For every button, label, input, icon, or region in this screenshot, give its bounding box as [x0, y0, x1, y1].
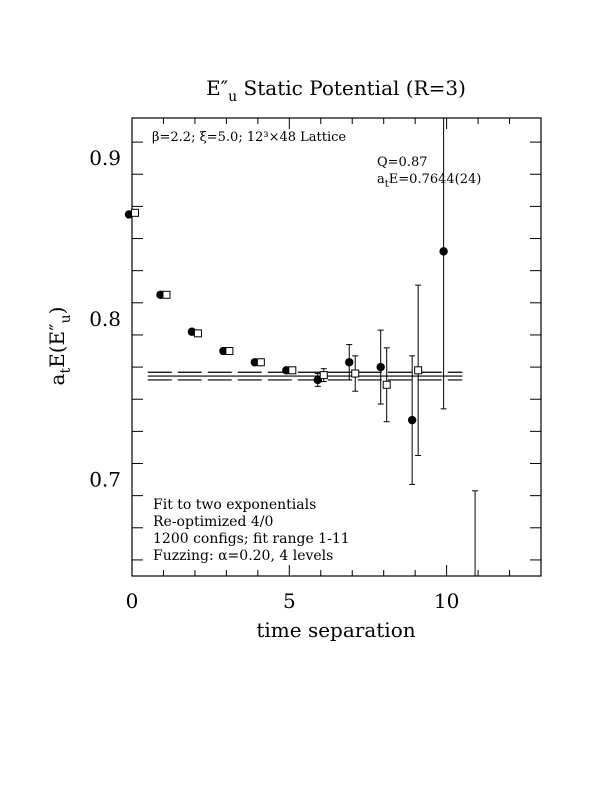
data-point-square: [414, 366, 423, 375]
info-line: Fuzzing: α=0.20, 4 levels: [153, 548, 333, 564]
x-tick-label: 5: [283, 589, 296, 613]
data-point-square: [288, 366, 297, 375]
info-line: 1200 configs; fit range 1-11: [153, 531, 350, 547]
y-tick-label: 0.8: [89, 307, 121, 331]
y-tick-label: 0.7: [89, 468, 121, 492]
y-axis-label: atE(E″u): [45, 307, 74, 386]
axis-ticks: [131, 118, 542, 576]
data-point-square: [162, 290, 171, 299]
tick-labels: 0 5 10 0.7 0.8 0.9: [89, 146, 459, 613]
x-tick-label: 10: [434, 589, 459, 613]
data-point-square: [382, 380, 391, 389]
data-point-circle: [376, 362, 385, 372]
fit-energy-annotation: atE=0.7644(24): [377, 172, 481, 190]
data-point-square: [319, 371, 328, 380]
data-point-square: [256, 358, 265, 367]
y-tick-label: 0.9: [89, 146, 121, 170]
data-point-square: [225, 347, 234, 356]
data-point-circle: [345, 358, 354, 367]
plot-frame: [131, 117, 542, 577]
data-point-square: [193, 329, 202, 338]
data-point-square: [131, 208, 139, 217]
data-point-circle: [407, 415, 417, 425]
chart-title: E″u Static Potential (R=3): [206, 76, 466, 105]
info-line: Re-optimized 4/0: [153, 514, 273, 530]
x-tick-label: 0: [126, 589, 139, 613]
fit-band: [147, 371, 463, 381]
data-point-square: [351, 369, 360, 378]
info-line: Fit to two exponentials: [153, 497, 316, 513]
data-point-circle: [439, 247, 448, 256]
q-annotation: Q=0.87: [377, 155, 428, 170]
x-axis-label: time separation: [256, 618, 415, 642]
lattice-annotation: β=2.2; ξ=5.0; 12³×48 Lattice: [152, 130, 346, 145]
data-markers: [124, 208, 448, 425]
